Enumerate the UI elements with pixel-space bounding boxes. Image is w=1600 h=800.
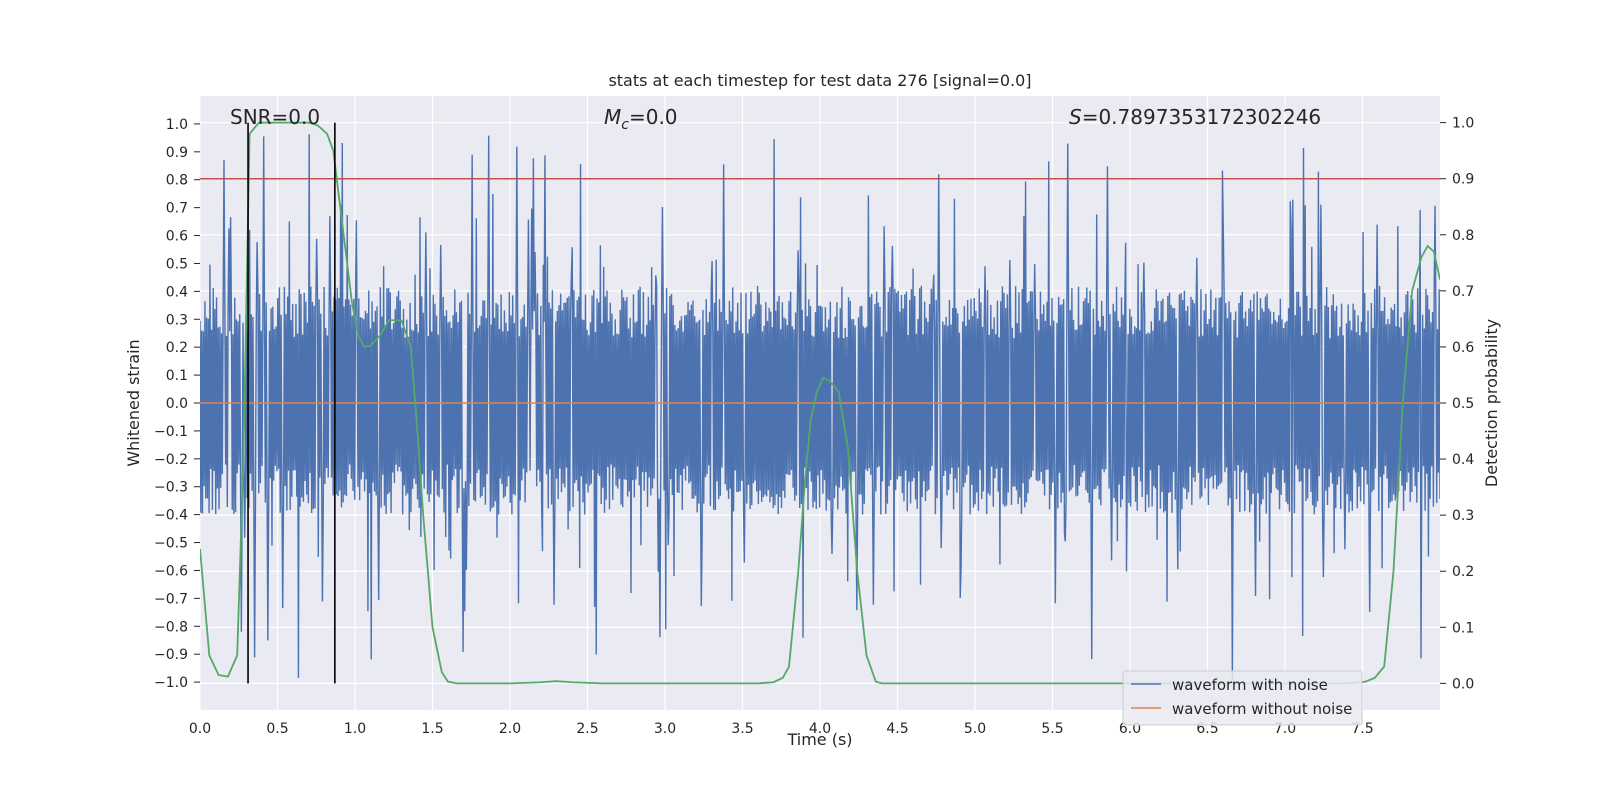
y-tick-label: 0.6: [166, 229, 188, 245]
s-value: =0.7897353172302246: [1082, 105, 1321, 129]
x-tick-label: 1.0: [344, 721, 366, 737]
x-tick-label: 4.5: [886, 721, 908, 737]
snr-annotation: SNR=0.0: [230, 105, 320, 129]
y-right-tick-label: 0.0: [1452, 676, 1474, 692]
y-tick-label: 0.0: [166, 396, 188, 412]
y-tick-label: 0.4: [166, 284, 188, 300]
y-ticks-right: 1.0 0.9 0.8 0.7 0.6 0.5 0.4 0.3 0.2 0.1 0.0: [1440, 116, 1474, 692]
legend-label-noise: waveform with noise: [1172, 676, 1328, 694]
y-right-tick-label: 0.8: [1452, 228, 1474, 244]
y-tick-label: −0.1: [154, 424, 188, 440]
y-ticks-left: 1.0 0.9 0.8 0.7 0.6 0.5 0.4 0.3 0.2 0.1 0.0 −0.1 −0.…: [154, 117, 200, 691]
y-tick-label: −0.2: [154, 452, 188, 468]
chart-title: stats at each timestep for test data 276…: [608, 71, 1031, 90]
x-tick-label: 3.5: [731, 721, 753, 737]
mc-value: =0.0: [629, 105, 678, 129]
x-tick-label: 2.0: [499, 721, 521, 737]
noise-series-line: [200, 134, 1440, 680]
y-right-tick-label: 0.7: [1452, 284, 1474, 300]
mc-symbol: M: [604, 105, 621, 129]
y-tick-label: −1.0: [154, 675, 188, 691]
y-tick-label: −0.6: [154, 563, 188, 579]
x-tick-label: 3.0: [654, 721, 676, 737]
y-tick-label: 0.8: [166, 173, 188, 189]
y-tick-label: 0.5: [166, 256, 188, 272]
y-right-tick-label: 1.0: [1452, 116, 1474, 132]
y-tick-label: −0.7: [154, 591, 188, 607]
y-tick-label: 0.9: [166, 145, 188, 161]
x-tick-label: 1.5: [421, 721, 443, 737]
y-right-tick-label: 0.5: [1452, 396, 1474, 412]
y-axis-label-right: Detection probability: [1482, 319, 1501, 487]
y-right-tick-label: 0.1: [1452, 620, 1474, 636]
y-tick-label: −0.8: [154, 619, 188, 635]
y-tick-label: 1.0: [166, 117, 188, 133]
legend-label-clean: waveform without noise: [1172, 700, 1352, 718]
score-annotation: S=0.7897353172302246: [1069, 105, 1321, 129]
x-tick-label: 0.5: [266, 721, 288, 737]
x-tick-label: 4.0: [809, 721, 831, 737]
y-right-tick-label: 0.2: [1452, 564, 1474, 580]
y-tick-label: 0.2: [166, 340, 188, 356]
x-tick-label: 5.5: [1041, 721, 1063, 737]
y-right-tick-label: 0.3: [1452, 508, 1474, 524]
y-right-tick-label: 0.4: [1452, 452, 1474, 468]
x-axis-label: Time (s): [786, 730, 852, 749]
marker-lines: [247, 122, 336, 684]
y-tick-label: 0.3: [166, 312, 188, 328]
y-tick-label: −0.5: [154, 536, 188, 552]
x-tick-label: 0.0: [189, 721, 211, 737]
chirp-mass-annotation: Mc=0.0: [604, 105, 678, 133]
y-tick-label: −0.9: [154, 647, 188, 663]
y-tick-label: 0.7: [166, 201, 188, 217]
y-right-tick-label: 0.6: [1452, 340, 1474, 356]
mc-subscript: c: [621, 117, 629, 133]
legend: waveform with noise waveform without noi…: [1122, 670, 1363, 726]
legend-box: [1122, 670, 1363, 726]
x-tick-label: 5.0: [964, 721, 986, 737]
x-tick-label: 2.5: [576, 721, 598, 737]
y-tick-label: −0.4: [154, 508, 188, 524]
y-tick-label: 0.1: [166, 368, 188, 384]
y-tick-label: −0.3: [154, 480, 188, 496]
s-symbol: S: [1069, 105, 1082, 129]
y-right-tick-label: 0.9: [1452, 172, 1474, 188]
y-axis-label: Whitened strain: [124, 339, 143, 466]
